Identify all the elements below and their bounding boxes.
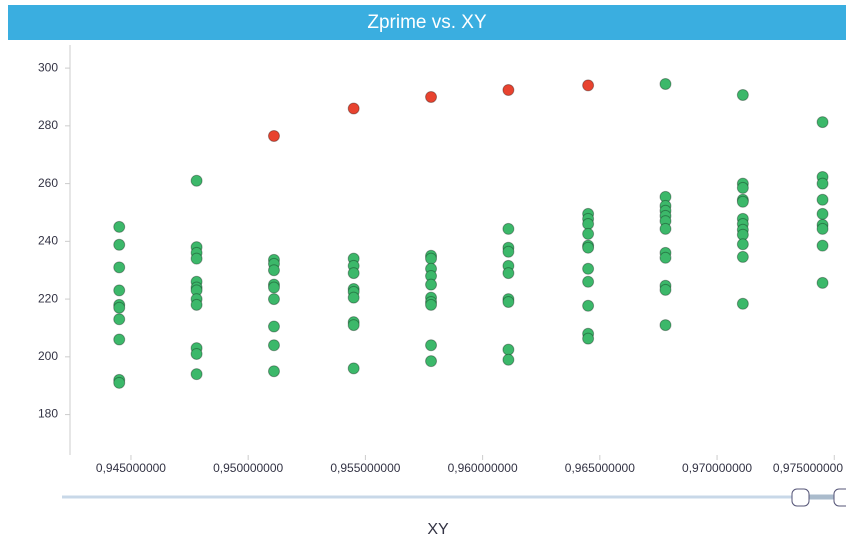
range-slider-handle[interactable]: [833, 488, 846, 507]
point: [736, 250, 749, 263]
point: [113, 220, 126, 233]
y-tick-label: 180: [38, 407, 58, 421]
point: [736, 238, 749, 251]
point: [267, 281, 280, 294]
point: [582, 241, 595, 254]
x-tick-label: 0,970000000: [682, 461, 752, 475]
point: [582, 275, 595, 288]
point: [113, 301, 126, 314]
point: [502, 353, 515, 366]
point: [267, 129, 280, 142]
point: [267, 264, 280, 277]
point: [113, 238, 126, 251]
point: [736, 195, 749, 208]
point: [347, 291, 360, 304]
point: [502, 245, 515, 258]
point: [190, 347, 203, 360]
y-tick-label: 260: [38, 176, 58, 190]
point: [582, 227, 595, 240]
point: [267, 320, 280, 333]
point: [113, 376, 126, 389]
point: [347, 102, 360, 115]
point: [816, 276, 829, 289]
title-bar: [8, 5, 846, 40]
y-tick-label: 220: [38, 291, 58, 305]
x-tick-label: 0,975000000: [773, 461, 843, 475]
point: [425, 90, 438, 103]
point: [582, 262, 595, 275]
point: [816, 116, 829, 129]
point: [502, 267, 515, 280]
point: [502, 343, 515, 356]
point: [502, 295, 515, 308]
point: [113, 261, 126, 274]
y-tick-label: 200: [38, 349, 58, 363]
point: [816, 222, 829, 235]
point: [347, 319, 360, 332]
x-tick-label: 0,955000000: [330, 461, 400, 475]
point: [582, 332, 595, 345]
x-tick-label: 0,950000000: [213, 461, 283, 475]
point: [816, 177, 829, 190]
y-tick-label: 280: [38, 118, 58, 132]
point: [113, 284, 126, 297]
point: [190, 368, 203, 381]
point: [113, 333, 126, 346]
point: [659, 222, 672, 235]
point: [736, 181, 749, 194]
point: [659, 251, 672, 264]
y-tick-label: 300: [38, 60, 58, 74]
point: [659, 77, 672, 90]
x-tick-label: 0,960000000: [448, 461, 518, 475]
x-axis-label: XY: [427, 521, 449, 538]
point: [582, 299, 595, 312]
point: [190, 174, 203, 187]
y-tick-label: 240: [38, 234, 58, 248]
point: [347, 267, 360, 280]
point: [190, 252, 203, 265]
point: [425, 298, 438, 311]
point: [816, 239, 829, 252]
chart-title: Zprime vs. XY: [367, 12, 487, 33]
point: [502, 84, 515, 97]
point: [582, 79, 595, 92]
point: [113, 313, 126, 326]
range-slider-handle[interactable]: [791, 488, 810, 507]
point: [736, 297, 749, 310]
x-tick-label: 0,945000000: [96, 461, 166, 475]
point: [267, 365, 280, 378]
point: [736, 88, 749, 101]
point: [425, 355, 438, 368]
point: [816, 207, 829, 220]
point: [816, 193, 829, 206]
point: [425, 339, 438, 352]
point: [347, 362, 360, 375]
x-tick-label: 0,965000000: [565, 461, 635, 475]
point: [659, 283, 672, 296]
point: [190, 298, 203, 311]
point: [425, 278, 438, 291]
point: [659, 319, 672, 332]
point: [425, 252, 438, 265]
point: [267, 293, 280, 306]
point: [502, 222, 515, 235]
point: [267, 339, 280, 352]
